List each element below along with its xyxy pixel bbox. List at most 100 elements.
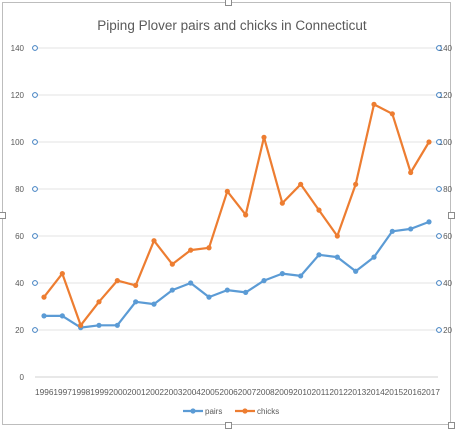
y-tick-label: 20 (15, 326, 24, 335)
data-point-chicks[interactable] (188, 247, 194, 253)
x-tick-label: 2004 (182, 388, 201, 397)
series-chicks (41, 101, 432, 328)
data-point-pairs[interactable] (59, 313, 65, 319)
data-point-pairs[interactable] (224, 287, 230, 293)
resize-handle-top[interactable] (225, 0, 232, 6)
data-point-pairs[interactable] (371, 254, 377, 260)
data-point-chicks[interactable] (224, 188, 230, 194)
x-tick-label: 2012 (329, 388, 348, 397)
data-point-chicks[interactable] (151, 238, 157, 244)
series-line-chicks[interactable] (42, 103, 431, 327)
resize-handle-left[interactable] (0, 212, 6, 219)
x-tick-label: 2010 (293, 388, 312, 397)
axis-selection-handle[interactable] (32, 92, 38, 98)
axis-selection-handle[interactable] (32, 233, 38, 239)
data-point-pairs[interactable] (169, 287, 175, 293)
axis-selection-handle[interactable] (436, 186, 442, 192)
x-tick-label: 1997 (53, 388, 72, 397)
right-tick-label: 140 (439, 44, 453, 53)
data-point-pairs[interactable] (41, 313, 47, 319)
axis-selection-handle[interactable] (436, 233, 442, 239)
data-point-pairs[interactable] (353, 268, 359, 274)
data-point-chicks[interactable] (41, 294, 47, 300)
series-line-pairs[interactable] (42, 220, 431, 329)
axis-selection-handle[interactable] (32, 280, 38, 286)
data-point-pairs[interactable] (243, 289, 249, 295)
x-tick-label: 1996 (35, 388, 54, 397)
data-point-chicks[interactable] (389, 111, 395, 117)
data-point-chicks[interactable] (206, 245, 212, 251)
data-point-pairs[interactable] (188, 280, 194, 286)
y-tick-label: 40 (15, 279, 24, 288)
right-tick-label: 80 (443, 185, 452, 194)
data-point-chicks[interactable] (96, 299, 102, 305)
x-tick-label: 2014 (366, 388, 385, 397)
data-point-pairs[interactable] (426, 219, 432, 225)
legend-item-pairs[interactable]: pairs (183, 407, 222, 416)
right-tick-label: 20 (443, 326, 452, 335)
axis-selection-handle[interactable] (436, 45, 442, 51)
right-tick-label: 60 (443, 232, 452, 241)
y-tick-label: 120 (11, 91, 25, 100)
x-tick-label: 2003 (164, 388, 183, 397)
x-tick-label: 1998 (72, 388, 91, 397)
gridlines (35, 47, 438, 378)
y-tick-label: 100 (11, 138, 25, 147)
x-tick-label: 2001 (127, 388, 146, 397)
x-tick-label: 2008 (256, 388, 275, 397)
legend: pairs chicks (183, 407, 279, 416)
data-point-pairs[interactable] (334, 254, 340, 260)
data-point-pairs[interactable] (408, 226, 414, 232)
data-point-pairs[interactable] (96, 322, 102, 328)
data-point-pairs[interactable] (316, 252, 322, 258)
right-axis: 20 40 60 80 100 120 140 (436, 44, 453, 335)
legend-item-chicks[interactable]: chicks (235, 407, 279, 416)
data-point-chicks[interactable] (133, 282, 139, 288)
axis-selection-handle[interactable] (32, 186, 38, 192)
right-tick-label: 120 (439, 91, 453, 100)
y-tick-label: 60 (15, 232, 24, 241)
data-point-pairs[interactable] (279, 271, 285, 277)
data-point-chicks[interactable] (316, 207, 322, 213)
data-point-pairs[interactable] (261, 278, 267, 284)
x-tick-label: 1999 (90, 388, 109, 397)
data-point-chicks[interactable] (169, 261, 175, 267)
x-tick-label: 2005 (201, 388, 220, 397)
legend-marker (242, 408, 248, 414)
axis-selection-handle[interactable] (32, 327, 38, 333)
x-tick-label: 2013 (348, 388, 367, 397)
data-point-pairs[interactable] (151, 301, 157, 307)
data-point-pairs[interactable] (114, 322, 120, 328)
axis-selection-handle[interactable] (436, 280, 442, 286)
x-tick-label: 2016 (403, 388, 422, 397)
data-point-chicks[interactable] (279, 200, 285, 206)
axis-selection-handle[interactable] (32, 45, 38, 51)
data-point-chicks[interactable] (371, 101, 377, 107)
axis-selection-handle[interactable] (32, 139, 38, 145)
resize-handle-bottom[interactable] (225, 422, 232, 429)
data-point-chicks[interactable] (298, 181, 304, 187)
axis-selection-handle[interactable] (436, 139, 442, 145)
axis-selection-handle[interactable] (436, 92, 442, 98)
data-point-chicks[interactable] (334, 233, 340, 239)
data-point-pairs[interactable] (206, 294, 212, 300)
x-tick-label: 2009 (275, 388, 294, 397)
x-tick-label: 2006 (219, 388, 238, 397)
legend-marker (190, 408, 196, 414)
data-point-chicks[interactable] (426, 139, 432, 145)
data-point-pairs[interactable] (298, 273, 304, 279)
data-point-chicks[interactable] (408, 169, 414, 176)
data-point-pairs[interactable] (133, 299, 139, 305)
series-pairs (41, 219, 432, 331)
axis-selection-handle[interactable] (436, 327, 442, 333)
x-tick-label: 2011 (312, 388, 330, 397)
data-point-chicks[interactable] (59, 271, 65, 277)
data-point-chicks[interactable] (261, 134, 267, 140)
data-point-chicks[interactable] (353, 181, 359, 187)
data-point-chicks[interactable] (114, 278, 120, 284)
right-tick-label: 100 (439, 138, 453, 147)
data-point-chicks[interactable] (78, 322, 84, 328)
chart-frame (2, 2, 451, 425)
data-point-pairs[interactable] (389, 228, 395, 234)
data-point-chicks[interactable] (243, 212, 249, 218)
